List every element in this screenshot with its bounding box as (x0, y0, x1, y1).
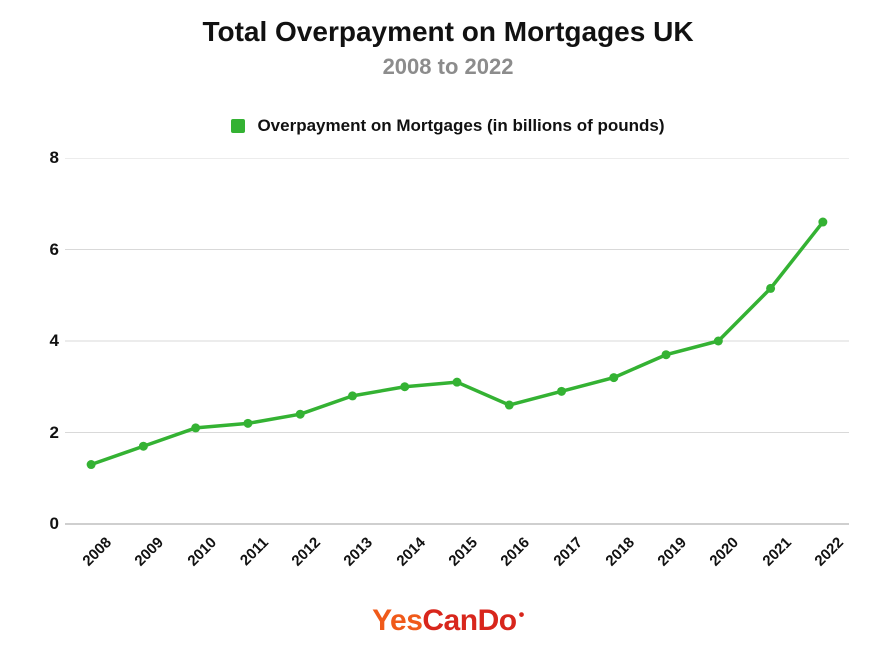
legend-swatch (231, 119, 245, 133)
x-tick-label: 2013 (341, 534, 377, 570)
y-tick-label: 4 (50, 331, 59, 351)
brand-cando: CanDo (422, 604, 516, 637)
x-tick-label: 2021 (759, 534, 795, 570)
x-tick-label: 2022 (811, 534, 847, 570)
x-tick-label: 2016 (498, 534, 534, 570)
brand-yes: Yes (372, 604, 422, 637)
x-tick-label: 2008 (80, 534, 116, 570)
x-tick-label: 2009 (132, 534, 168, 570)
legend-label: Overpayment on Mortgages (in billions of… (257, 116, 664, 136)
x-tick-label: 2019 (654, 534, 690, 570)
x-tick-label: 2012 (289, 534, 325, 570)
x-tick-label: 2015 (445, 534, 481, 570)
chart-title: Total Overpayment on Mortgages UK (0, 16, 896, 48)
x-tick-label: 2018 (602, 534, 638, 570)
y-tick-label: 6 (50, 240, 59, 260)
x-tick-label: 2017 (550, 534, 586, 570)
chart-container: Total Overpayment on Mortgages UK 2008 t… (0, 0, 896, 672)
brand-dot: • (519, 606, 524, 624)
y-tick-label: 0 (50, 514, 59, 534)
chart-legend: Overpayment on Mortgages (in billions of… (0, 116, 896, 138)
chart-subtitle: 2008 to 2022 (0, 54, 896, 80)
x-tick-label: 2011 (237, 534, 272, 569)
chart-plot (65, 158, 849, 526)
brand-logo: YesCanDo• (0, 606, 896, 636)
y-tick-label: 8 (50, 148, 59, 168)
x-tick-label: 2020 (707, 534, 743, 570)
x-tick-label: 2014 (393, 534, 429, 570)
y-tick-label: 2 (50, 423, 59, 443)
x-tick-label: 2010 (184, 534, 220, 570)
